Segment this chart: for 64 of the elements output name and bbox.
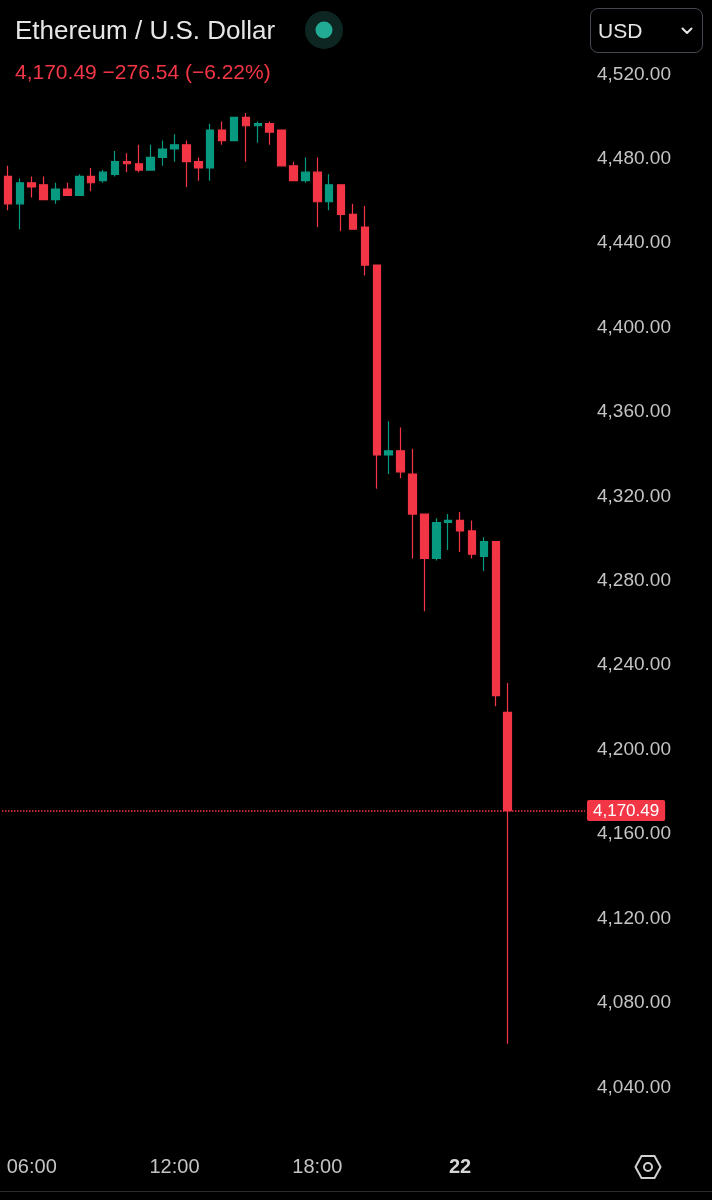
candlestick bbox=[15, 177, 25, 230]
x-tick-label: 22 bbox=[448, 1155, 472, 1177]
candlestick bbox=[98, 169, 108, 184]
candlestick bbox=[241, 112, 251, 163]
candlestick bbox=[324, 173, 334, 211]
dropdown: USD bbox=[590, 8, 703, 53]
candlestick bbox=[122, 152, 132, 173]
candlestick bbox=[491, 540, 501, 707]
candlestick bbox=[455, 511, 465, 553]
candlestick bbox=[264, 120, 275, 146]
y-tick-label: 4,120.00 bbox=[597, 906, 671, 928]
candlestick bbox=[431, 517, 442, 562]
y-tick-label: 4,280.00 bbox=[597, 569, 671, 590]
candlestick bbox=[288, 161, 299, 182]
candlestick bbox=[360, 205, 370, 277]
y-tick-label: 4,440.00 bbox=[597, 231, 671, 253]
candlestick bbox=[62, 182, 73, 196]
y-axis-title: USD bbox=[598, 18, 643, 43]
x-tick-label: 12:00 bbox=[149, 1155, 200, 1177]
candlestick bbox=[443, 513, 453, 551]
candlestick bbox=[217, 120, 227, 146]
candlestick bbox=[38, 175, 49, 201]
candlestick bbox=[467, 519, 477, 559]
candlestick bbox=[86, 167, 96, 192]
y-tick-label: 4,240.00 bbox=[597, 653, 671, 675]
candlestick bbox=[419, 513, 430, 612]
candlestick bbox=[312, 156, 323, 228]
candlestick bbox=[181, 139, 192, 188]
y-tick-label: 4,520.00 bbox=[597, 62, 671, 84]
candlestick bbox=[276, 129, 287, 167]
candlestick bbox=[300, 156, 311, 184]
y-tick-label: 4,080.00 bbox=[597, 991, 671, 1013]
candlestick bbox=[205, 123, 215, 182]
ref-line-label: 4,170.49 bbox=[593, 801, 660, 821]
candlestick bbox=[336, 184, 346, 232]
chart-title: Ethereum / U.S. Dollar bbox=[15, 14, 276, 46]
y-tick-label: 4,480.00 bbox=[597, 146, 671, 168]
y-tick-label: 4,400.00 bbox=[597, 315, 671, 337]
y-tick-label: 4,360.00 bbox=[597, 400, 671, 422]
candlestick bbox=[3, 165, 13, 211]
candlestick bbox=[157, 139, 168, 167]
candlestick bbox=[134, 144, 144, 173]
candlestick bbox=[407, 448, 418, 559]
candlestick bbox=[395, 426, 406, 479]
y-tick-label: 4,160.00 bbox=[597, 822, 671, 844]
y-tick-label: 4,040.00 bbox=[597, 1075, 671, 1097]
candlestick bbox=[110, 150, 120, 178]
candlestick bbox=[348, 203, 358, 230]
candlestick bbox=[26, 175, 37, 199]
candlestick bbox=[145, 144, 156, 171]
candlestick bbox=[229, 116, 239, 142]
candlestick bbox=[74, 173, 85, 196]
x-tick-label: 06:00 bbox=[6, 1155, 57, 1177]
x-tick-label: 18:00 bbox=[292, 1155, 343, 1177]
candlestick bbox=[193, 156, 204, 182]
candlestick bbox=[372, 264, 382, 490]
y-tick-label: 4,320.00 bbox=[597, 484, 671, 506]
candlestick bbox=[50, 182, 61, 205]
candlestick bbox=[479, 536, 489, 572]
y-tick-label: 4,200.00 bbox=[597, 737, 671, 759]
candlestick bbox=[383, 420, 394, 475]
candlestick bbox=[253, 120, 263, 144]
candlestick bbox=[169, 133, 180, 163]
chart-subtitle: 4,170.49 −276.54 (−6.22%) bbox=[15, 60, 271, 84]
